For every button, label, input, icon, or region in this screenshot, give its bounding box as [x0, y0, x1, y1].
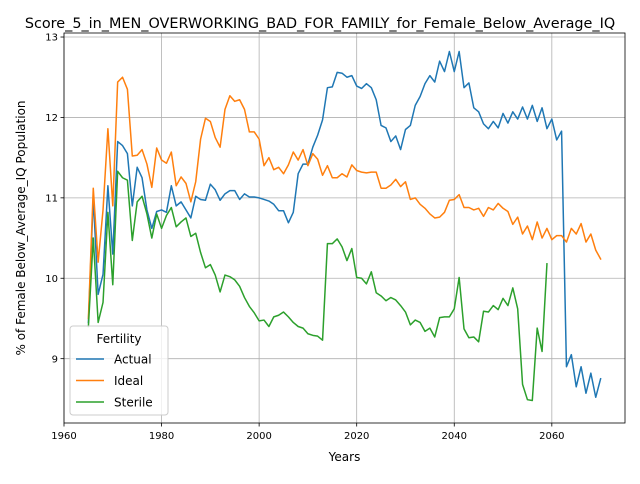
chart-title: Score_5_in_MEN_OVERWORKING_BAD_FOR_FAMIL… [25, 16, 615, 32]
series-lines [87, 50, 602, 402]
axis-ticks: 1960 1980 2000 2020 2040 2060 9 10 11 12 13 [45, 33, 564, 442]
legend-item-sterile: Sterile [76, 395, 153, 409]
legend-box [69, 325, 169, 416]
x-tick-label: 2040 [442, 431, 467, 442]
x-tick-label: 1960 [51, 431, 76, 442]
legend-label-ideal: Ideal [114, 374, 143, 388]
series-line-actual [87, 50, 602, 399]
y-tick-label: 10 [45, 274, 58, 285]
legend: Fertility Actual Ideal Sterile [69, 325, 169, 416]
legend-label-sterile: Sterile [114, 395, 153, 409]
legend-item-ideal: Ideal [76, 374, 143, 388]
x-tick-label: 1980 [149, 431, 174, 442]
y-tick-label: 11 [45, 193, 58, 204]
x-tick-label: 2020 [344, 431, 369, 442]
series-line-sterile [87, 170, 548, 402]
y-axis-label: % of Female Below_Average_IQ Population [14, 100, 28, 355]
x-axis-label: Years [328, 450, 361, 464]
x-tick-label: 2000 [246, 431, 271, 442]
x-tick-label: 2060 [539, 431, 564, 442]
legend-title: Fertility [96, 332, 141, 346]
y-tick-label: 13 [45, 33, 58, 44]
series-line-ideal [87, 76, 602, 320]
y-tick-label: 12 [45, 113, 58, 124]
y-tick-label: 9 [52, 354, 58, 365]
legend-label-actual: Actual [114, 352, 152, 366]
legend-item-actual: Actual [76, 352, 152, 366]
legend-items: Actual Ideal Sterile [76, 352, 153, 409]
plot-frame [63, 32, 626, 424]
